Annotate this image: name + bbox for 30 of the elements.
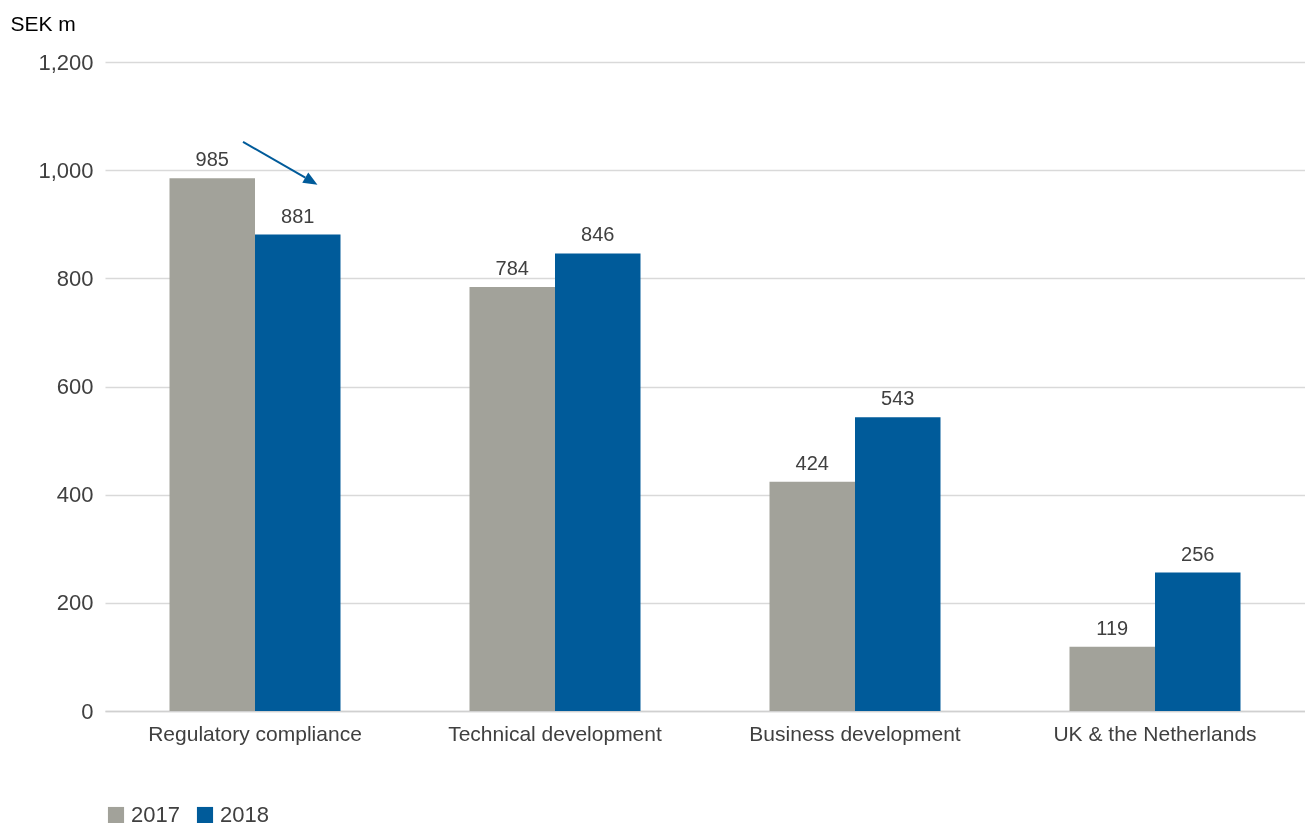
bar xyxy=(769,481,855,711)
y-tick-label: 800 xyxy=(56,265,94,291)
data-label: 985 xyxy=(195,148,229,171)
x-tick-label: UK & the Netherlands xyxy=(1053,721,1257,745)
bar xyxy=(1155,572,1241,711)
data-label: 119 xyxy=(1096,616,1129,639)
y-tick-label: 1,200 xyxy=(38,49,94,75)
data-label: 784 xyxy=(495,256,529,279)
data-label: 846 xyxy=(581,223,615,246)
data-label: 543 xyxy=(881,387,915,410)
legend-label: 2017 xyxy=(131,802,180,827)
data-label: 881 xyxy=(281,204,315,227)
x-tick-label: Business development xyxy=(749,721,961,745)
bar xyxy=(469,286,555,711)
bar xyxy=(255,234,341,711)
y-tick-label: 200 xyxy=(56,590,94,616)
y-axis-title: SEK m xyxy=(10,11,76,35)
x-tick-label: Regulatory compliance xyxy=(148,721,362,745)
y-tick-label: 600 xyxy=(56,374,94,399)
bar xyxy=(169,178,255,711)
data-label: 256 xyxy=(1181,542,1215,565)
legend-label: 2018 xyxy=(220,802,269,827)
data-label: 424 xyxy=(795,451,829,474)
y-tick-label: 1,000 xyxy=(38,157,94,183)
bar xyxy=(555,253,641,711)
bar xyxy=(855,417,941,711)
y-tick-label: 400 xyxy=(56,482,94,508)
x-tick-label: Technical development xyxy=(448,721,662,745)
bar xyxy=(1069,646,1155,711)
y-tick-label: 0 xyxy=(81,698,94,724)
